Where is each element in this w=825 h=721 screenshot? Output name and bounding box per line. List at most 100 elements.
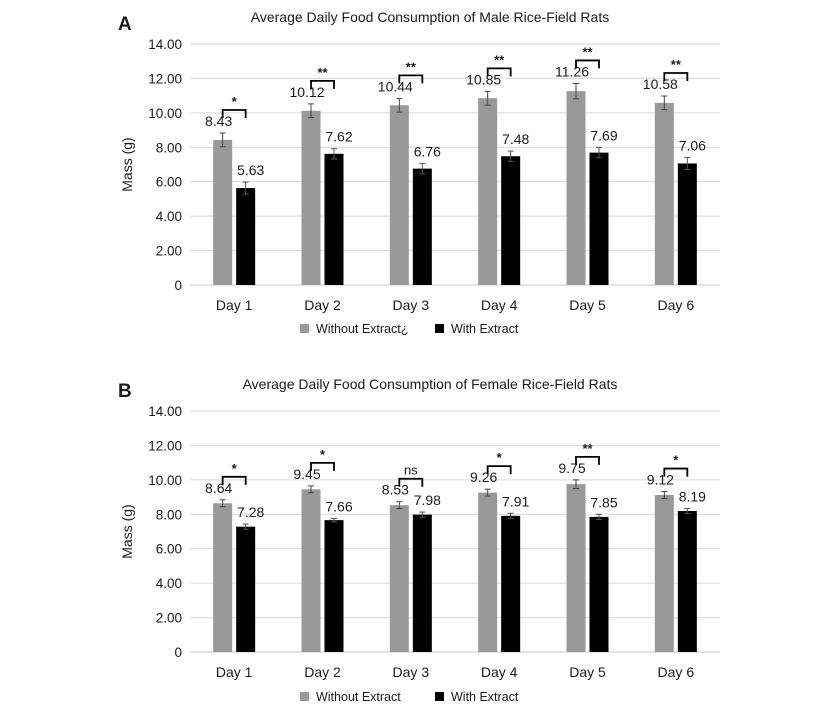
bar [324, 153, 344, 285]
significance-bracket [398, 74, 424, 84]
x-tick-label: Day 5 [569, 297, 606, 313]
data-label: 5.63 [237, 162, 264, 178]
y-tick-label: 14.00 [148, 404, 182, 419]
y-tick-label: 6.00 [156, 175, 182, 190]
significance-label: ** [671, 57, 682, 72]
significance-bracket [486, 67, 512, 77]
significance-bracket [310, 80, 335, 89]
legend-swatch [300, 692, 309, 701]
bar [677, 163, 697, 285]
data-label: 8.19 [679, 488, 706, 504]
y-tick-label: 4.00 [156, 576, 182, 591]
y-tick-label: 8.00 [156, 140, 182, 155]
data-label: 9.12 [647, 472, 674, 488]
data-label: 8.43 [205, 113, 232, 129]
bar [501, 156, 521, 285]
bar [389, 105, 409, 285]
bar [478, 98, 498, 285]
data-label: 6.76 [414, 143, 441, 159]
bar [412, 168, 432, 285]
x-tick-label: Day 1 [216, 297, 253, 313]
legend-swatch [300, 324, 309, 333]
x-tick-label: Day 3 [393, 664, 430, 680]
y-tick-label: 8.00 [156, 507, 182, 522]
significance-label: * [232, 94, 238, 109]
data-label: 10.44 [378, 78, 413, 94]
significance-label: ** [582, 441, 593, 456]
y-tick-label: 0 [174, 278, 182, 293]
significance-bracket [486, 465, 512, 475]
y-tick-label: 6.00 [156, 542, 182, 557]
bar [566, 91, 586, 285]
y-tick-label: 12.00 [148, 71, 182, 86]
data-label: 7.28 [237, 504, 264, 520]
significance-label: * [320, 447, 326, 462]
y-tick-label: 2.00 [156, 611, 182, 626]
legend-label: With Extract [451, 322, 519, 336]
significance-label: * [232, 461, 238, 476]
bar [301, 110, 321, 285]
significance-bracket [575, 455, 600, 465]
significance-bracket [663, 72, 689, 81]
x-tick-label: Day 2 [304, 664, 341, 680]
panel-letter: A [118, 14, 132, 35]
bar [213, 503, 233, 652]
bar [566, 484, 586, 652]
data-label: 7.91 [502, 493, 529, 509]
bar [478, 492, 498, 652]
bar [589, 516, 609, 652]
y-axis-title: Mass (g) [119, 504, 135, 558]
significance-label: * [673, 453, 679, 468]
bar [677, 511, 697, 652]
data-label: 7.69 [590, 127, 617, 143]
significance-label: * [497, 450, 503, 465]
data-label: 9.75 [558, 460, 585, 476]
bar [389, 505, 409, 652]
y-tick-label: 12.00 [148, 438, 182, 453]
data-label: 7.98 [414, 492, 441, 508]
y-tick-label: 2.00 [156, 244, 182, 259]
data-label: 10.85 [466, 71, 501, 87]
data-label: 9.26 [470, 469, 497, 485]
significance-bracket [663, 467, 689, 477]
x-tick-label: Day 4 [481, 664, 518, 680]
x-tick-label: Day 2 [304, 297, 341, 313]
significance-bracket [310, 461, 335, 471]
legend-label: With Extract [451, 690, 519, 704]
legend-swatch [435, 692, 444, 701]
significance-label: ns [404, 463, 418, 478]
y-tick-label: 10.00 [148, 106, 182, 121]
data-label: 7.62 [325, 129, 352, 145]
significance-bracket [221, 475, 247, 485]
y-tick-label: 0 [174, 645, 182, 660]
data-label: 7.48 [502, 131, 529, 147]
legend-label: Without Extract [316, 690, 401, 704]
data-label: 11.26 [555, 63, 589, 79]
bar [412, 514, 432, 652]
bar [324, 520, 344, 652]
significance-label: ** [406, 59, 417, 74]
legend-label: Without Extract¿ [316, 322, 408, 336]
data-label: 8.53 [382, 482, 409, 498]
bar [589, 152, 609, 285]
bar [654, 102, 674, 285]
bar [213, 139, 233, 285]
data-label: 9.45 [293, 466, 320, 482]
x-tick-label: Day 6 [658, 297, 695, 313]
data-label: 8.64 [205, 480, 232, 496]
bar [501, 515, 521, 652]
significance-bracket [221, 109, 247, 118]
significance-label: ** [317, 65, 328, 80]
significance-bracket [575, 59, 600, 69]
y-tick-label: 14.00 [148, 37, 182, 52]
bar [236, 188, 256, 285]
significance-bracket [398, 477, 424, 487]
x-tick-label: Day 4 [481, 297, 518, 313]
data-label: 10.58 [643, 76, 678, 92]
significance-label: ** [494, 52, 505, 67]
x-tick-label: Day 3 [393, 297, 430, 313]
bar [654, 495, 674, 652]
data-label: 10.12 [289, 84, 324, 100]
